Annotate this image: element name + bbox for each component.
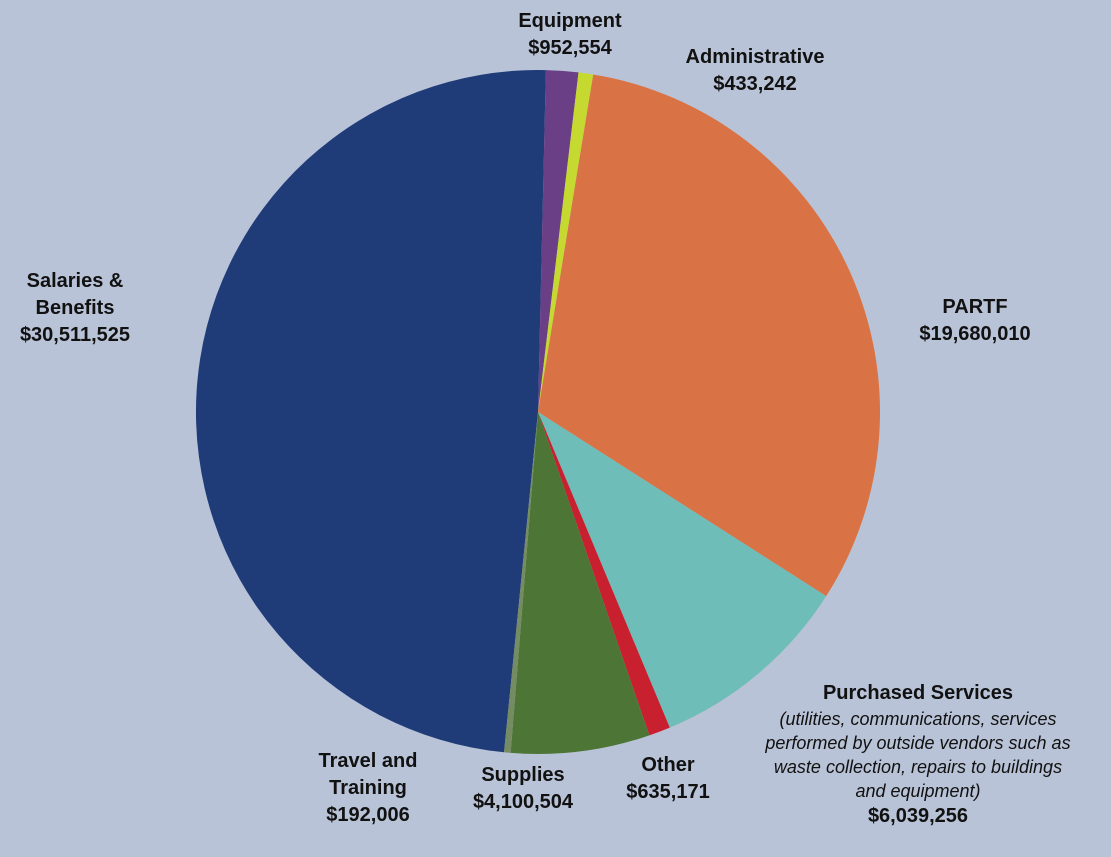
label-administrative: Administrative $433,242 <box>660 44 850 98</box>
administrative-value: $433,242 <box>713 73 797 95</box>
purchased-services-description-line-2: performed by outside vendors such as <box>765 733 1071 753</box>
pie-slice-salaries-benefits <box>195 69 546 753</box>
pie-slice-travel-and-training <box>504 412 538 753</box>
purchased-services-description-line-3: waste collection, repairs to buildings <box>773 757 1063 777</box>
purchased-services-description-line-1: (utilities, communications, services <box>779 709 1057 729</box>
label-other: Other $635,171 <box>603 752 733 806</box>
other-name: Other <box>641 754 695 776</box>
salaries-benefits-name-line-1: Salaries & <box>26 270 124 292</box>
label-equipment: Equipment $952,554 <box>490 8 650 62</box>
pie-slice-administrative <box>538 72 594 412</box>
equipment-value: $952,554 <box>528 37 612 59</box>
partf-value: $19,680,010 <box>919 323 1031 345</box>
label-purchased-services: Purchased Services (utilities, communica… <box>728 680 1108 830</box>
purchased-services-value: $6,039,256 <box>867 805 969 827</box>
salaries-benefits-name-line-2: Benefits <box>35 297 115 319</box>
pie-slice-purchased-services <box>538 412 827 728</box>
equipment-name: Equipment <box>518 10 622 32</box>
travel-training-name-line-2: Training <box>329 777 407 799</box>
pie-slice-other <box>538 412 670 736</box>
partf-name: PARTF <box>942 296 1008 318</box>
salaries-benefits-value: $30,511,525 <box>19 324 131 346</box>
label-travel-training: Travel and Training $192,006 <box>293 748 443 829</box>
purchased-services-name: Purchased Services <box>822 682 1014 704</box>
travel-training-name-line-1: Travel and <box>318 750 418 772</box>
other-value: $635,171 <box>626 781 710 803</box>
purchased-services-description-line-4: and equipment) <box>855 781 981 801</box>
administrative-name: Administrative <box>685 46 825 68</box>
travel-training-value: $192,006 <box>326 804 410 826</box>
label-salaries-benefits: Salaries & Benefits $30,511,525 <box>0 268 150 349</box>
label-partf: PARTF $19,680,010 <box>890 294 1060 348</box>
supplies-name: Supplies <box>481 764 565 786</box>
pie-slice-equipment <box>538 70 579 412</box>
label-supplies: Supplies $4,100,504 <box>443 762 603 816</box>
pie-slice-partf <box>538 74 881 597</box>
supplies-value: $4,100,504 <box>472 791 574 813</box>
pie-slice-supplies <box>510 412 650 754</box>
